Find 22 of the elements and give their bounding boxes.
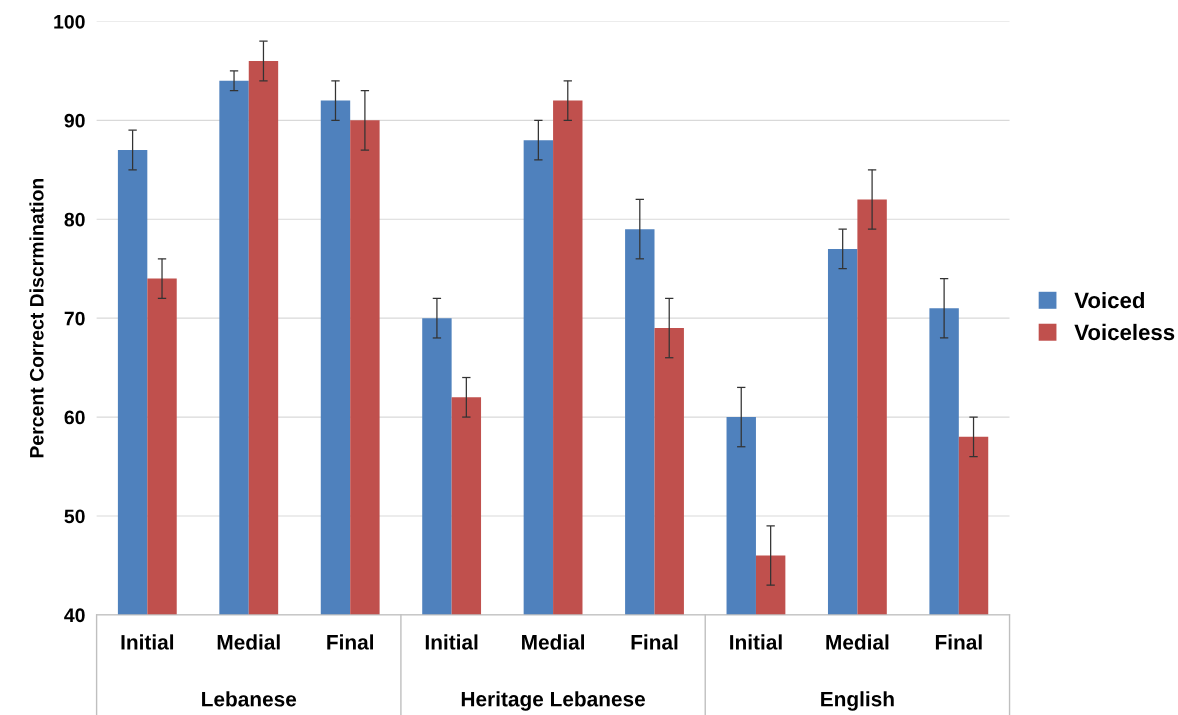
x-tick-label: Final [935, 634, 982, 650]
x-tick-label: Medial [217, 634, 280, 650]
x-tick-label: Final [327, 634, 374, 650]
text: English [821, 691, 894, 711]
y-tick-label: 40 [64, 608, 85, 623]
x-tick-label: Initial [121, 634, 174, 650]
legend-label: Voiced [1074, 291, 1144, 309]
y-axis-title: Percent Correct Discrmination [29, 178, 44, 458]
y-tick-label: 60 [64, 410, 85, 425]
y-tick-label: 80 [64, 212, 85, 227]
text: Heritage Lebanese [461, 691, 645, 711]
x-tick-label: Medial [522, 634, 585, 650]
x-tick-label: Final [631, 634, 678, 650]
x-tick-label: Medial [826, 634, 889, 650]
y-tick-label: 90 [64, 113, 85, 128]
y-tick-label: 50 [64, 509, 85, 524]
x-tick-label: Initial [730, 634, 782, 650]
text: Lebanese [202, 691, 297, 707]
y-tick-label: 100 [54, 14, 85, 29]
x-tick-label: Initial [425, 634, 478, 650]
legend-label: Voiceless [1074, 323, 1175, 341]
y-tick-label: 70 [64, 311, 85, 326]
